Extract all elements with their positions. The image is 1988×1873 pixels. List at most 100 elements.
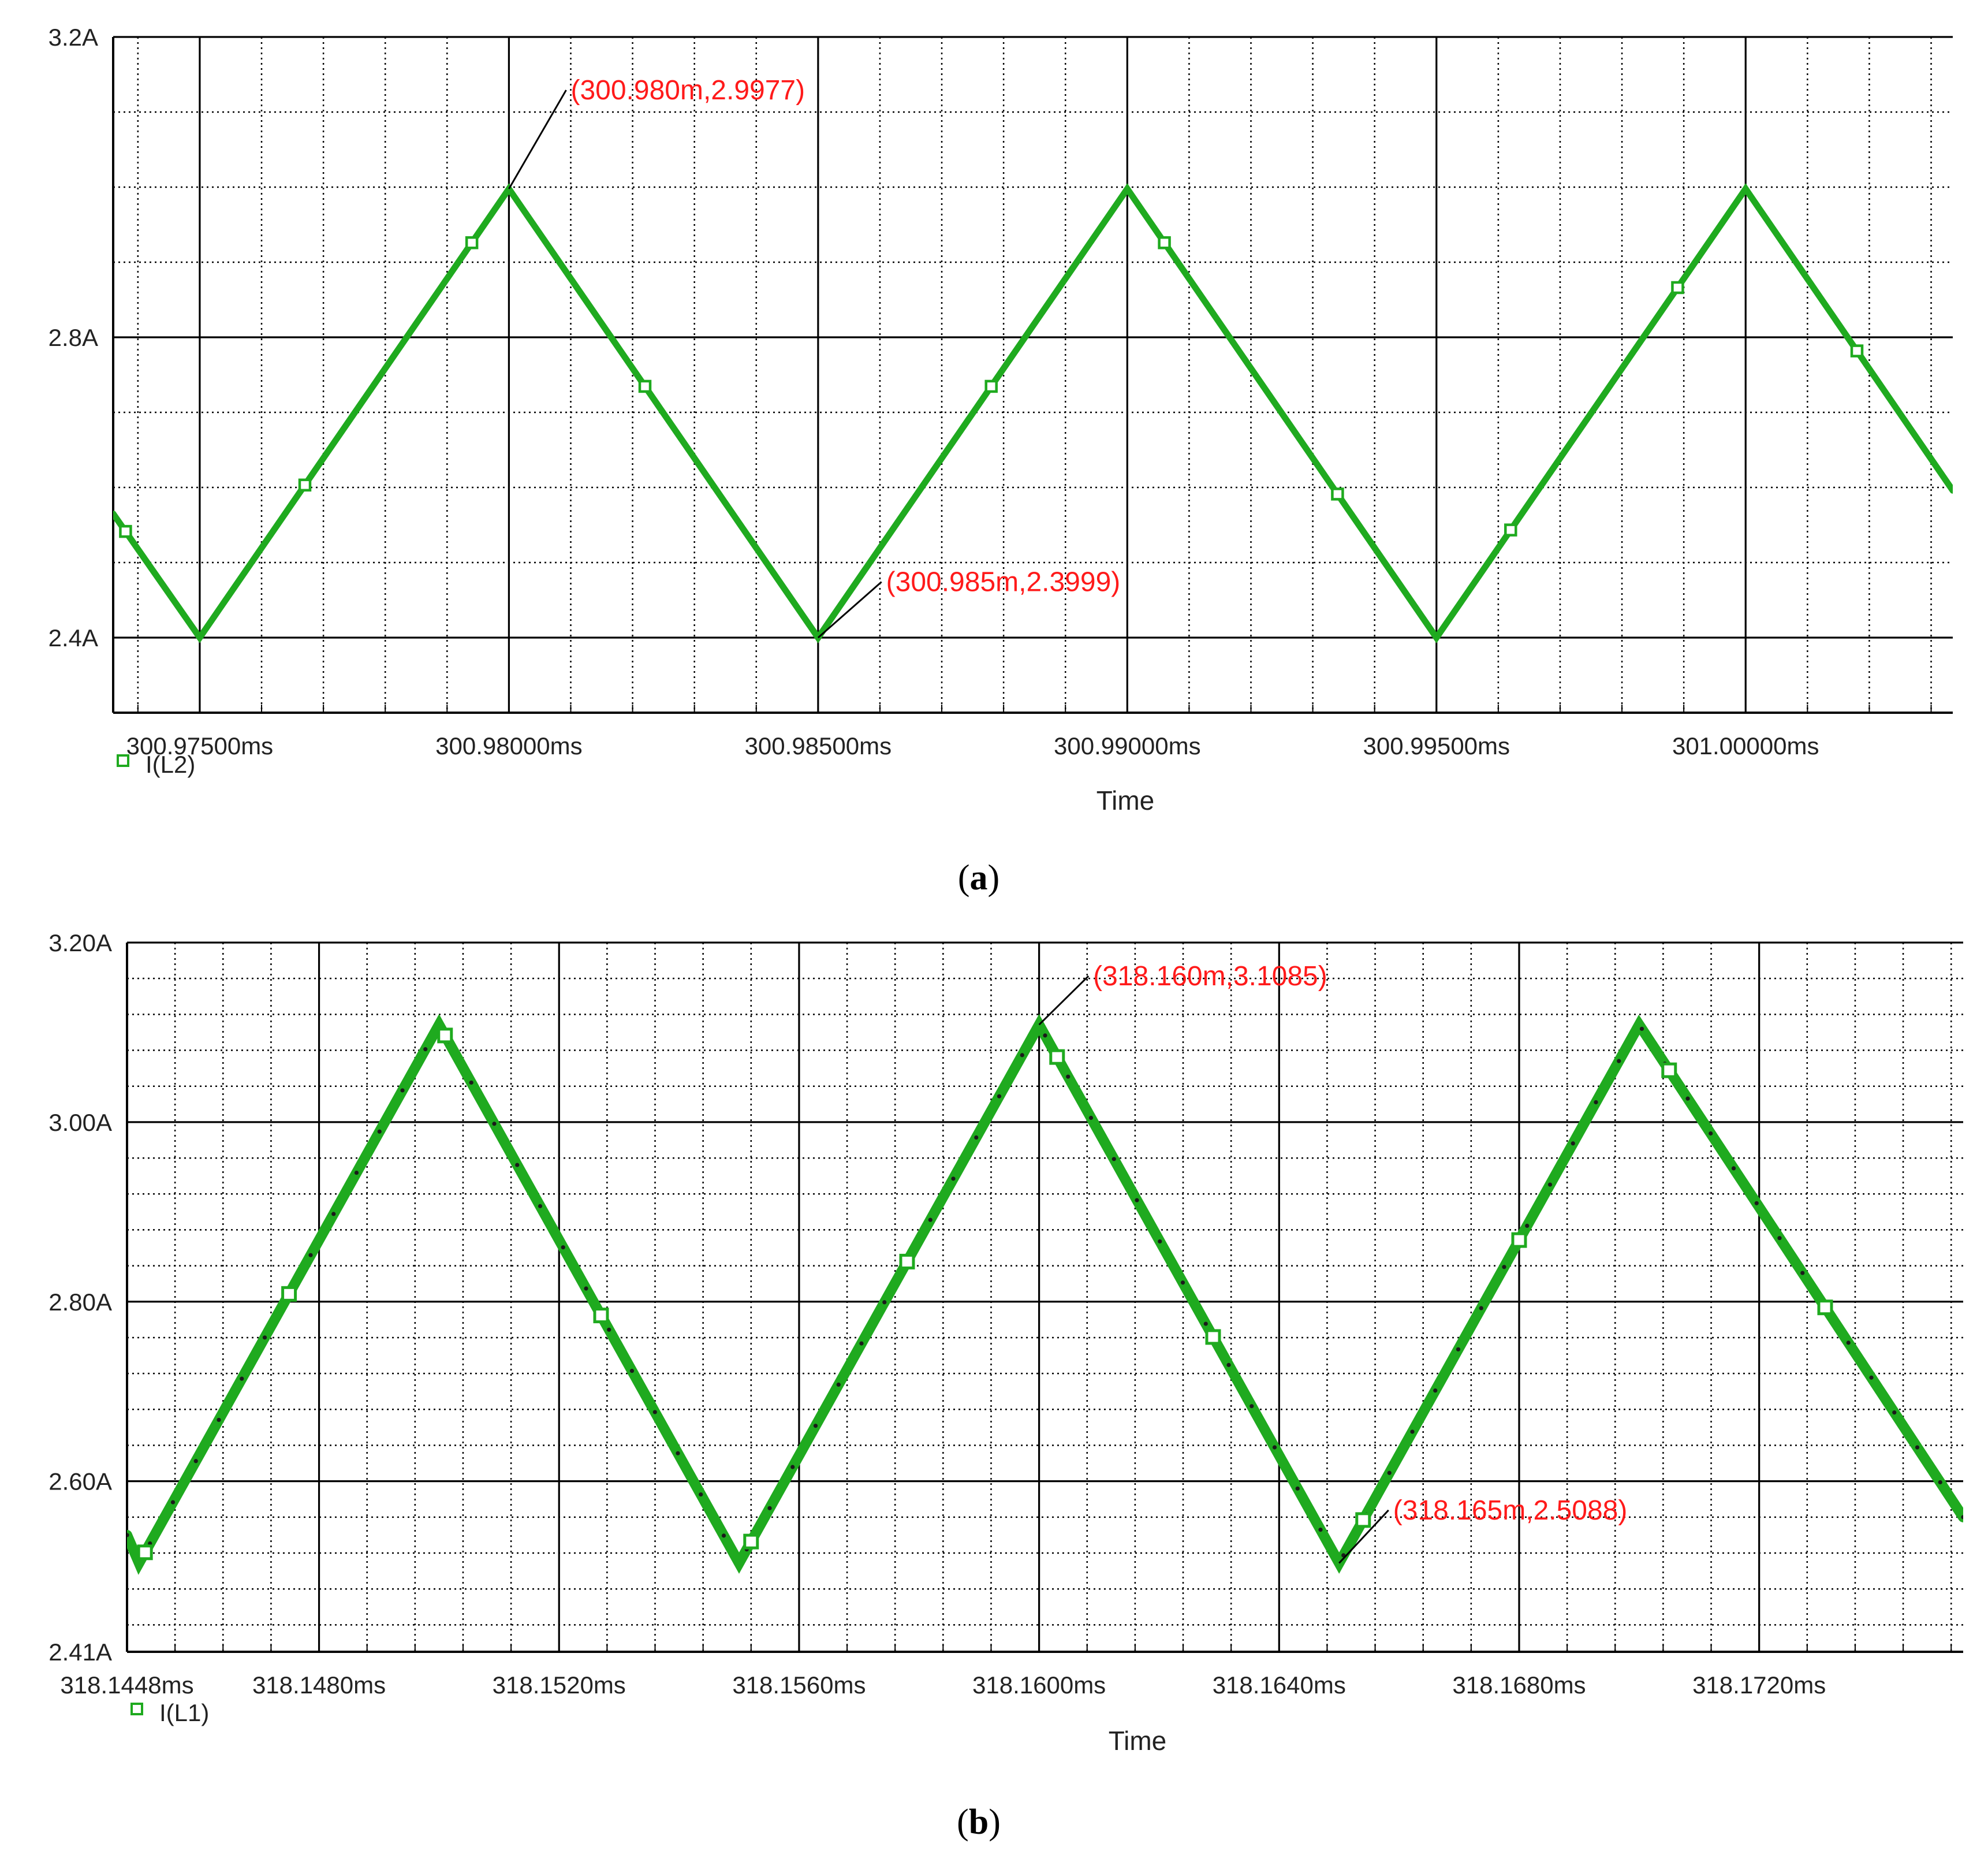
caption-letter: b <box>969 1803 989 1842</box>
x-tick-label: 318.1520ms <box>493 1671 626 1699</box>
x-tick-label: 318.1680ms <box>1452 1671 1586 1699</box>
data-point <box>1135 1198 1139 1202</box>
legend-marker <box>130 1703 143 1715</box>
series-marker <box>137 1544 153 1561</box>
x-tick-label: 300.99000ms <box>1054 732 1201 759</box>
x-tick-label: 300.98500ms <box>745 732 892 759</box>
data-point <box>1387 1470 1392 1475</box>
data-point <box>1892 1410 1897 1415</box>
annotation: (300.980m,2.9977) <box>508 75 805 189</box>
series-marker <box>1205 1329 1221 1345</box>
annotation-label: (318.160m,3.1085) <box>1093 961 1327 992</box>
legend: I(L1) <box>130 1699 209 1726</box>
x-tick-label: 300.98000ms <box>435 732 583 759</box>
panel-caption: (b) <box>957 1803 1001 1842</box>
x-tick-label: 318.1640ms <box>1213 1671 1346 1699</box>
caption-letter: a <box>970 858 988 898</box>
series-line <box>127 1014 1963 1575</box>
x-axis-title: Time <box>1096 785 1155 816</box>
data-point <box>492 1122 497 1126</box>
data-point <box>1433 1388 1438 1393</box>
annotation-label: (300.985m,2.3999) <box>886 567 1121 598</box>
data-point <box>836 1382 841 1387</box>
data-point <box>1525 1223 1530 1228</box>
y-tick-label: 2.41A <box>49 1639 112 1666</box>
data-point <box>1456 1347 1461 1351</box>
data-point <box>308 1253 313 1257</box>
series-marker <box>593 1308 609 1324</box>
data-point <box>262 1335 267 1340</box>
x-tick-label: 301.00000ms <box>1672 732 1819 759</box>
series-marker <box>1850 344 1864 358</box>
data-point <box>1250 1404 1254 1409</box>
data-point <box>1961 1515 1963 1520</box>
x-axis-title: Time <box>1109 1726 1167 1756</box>
data-point <box>1846 1340 1851 1345</box>
data-point <box>377 1129 382 1134</box>
annotation-leader <box>508 90 567 189</box>
series-marker <box>984 379 998 393</box>
data-point <box>629 1369 635 1373</box>
data-point <box>1617 1059 1621 1063</box>
data-point <box>607 1327 611 1332</box>
data-point <box>1639 1026 1644 1031</box>
data-point <box>676 1451 680 1455</box>
data-point <box>1318 1528 1323 1532</box>
chart-panel-a: 300.97500ms 300.98000ms 300.98500ms 300.990… <box>49 24 1953 898</box>
data-point <box>928 1217 933 1222</box>
data-point <box>997 1094 1002 1099</box>
data-point <box>721 1533 726 1538</box>
data-point <box>1272 1445 1277 1450</box>
x-tick-label: 300.97500ms <box>126 732 274 759</box>
series-marker <box>1817 1299 1833 1316</box>
annotation-leader <box>1038 975 1090 1026</box>
x-tick-label: 318.1720ms <box>1692 1671 1826 1699</box>
series-marker <box>1504 523 1517 537</box>
legend-label: I(L1) <box>159 1699 209 1726</box>
series-marker <box>638 379 652 393</box>
y-tick-label: 3.00A <box>49 1109 112 1136</box>
series-marker <box>899 1253 915 1269</box>
legend: I(L2) <box>117 751 195 778</box>
y-tick-label: 3.20A <box>49 929 112 956</box>
data-point <box>538 1204 543 1208</box>
data-point <box>1594 1100 1598 1105</box>
series-marker <box>1049 1049 1065 1065</box>
data-point <box>469 1080 473 1085</box>
data-point <box>1295 1486 1300 1491</box>
data-point <box>1479 1306 1483 1310</box>
data-point <box>515 1163 520 1167</box>
series-marker <box>743 1533 759 1550</box>
data-point <box>652 1410 657 1414</box>
series-line <box>113 183 1953 643</box>
series-marker <box>465 236 479 250</box>
data-point <box>193 1459 198 1464</box>
data-point <box>1203 1321 1208 1326</box>
y-tick-label: 2.4A <box>49 624 98 651</box>
series-marker <box>298 478 312 492</box>
data-point <box>1915 1445 1920 1450</box>
annotation-leader <box>1338 1509 1389 1564</box>
annotation-label: (318.165m,2.5088) <box>1393 1495 1628 1526</box>
y-tick-label: 2.60A <box>49 1468 112 1495</box>
y-tick-label: 2.80A <box>49 1289 112 1316</box>
x-tick-label: 318.1448ms <box>60 1671 193 1699</box>
annotation-leader <box>817 581 882 639</box>
legend-marker <box>117 754 129 767</box>
data-point <box>1158 1239 1162 1244</box>
data-point <box>790 1465 795 1469</box>
data-point <box>1754 1201 1759 1205</box>
data-point <box>170 1500 176 1505</box>
data-point <box>1410 1429 1415 1434</box>
x-tick-label: 300.99500ms <box>1363 732 1510 759</box>
data-point <box>1180 1280 1185 1285</box>
series-I(L2) <box>113 183 1953 643</box>
data-point <box>1043 1033 1047 1038</box>
data-point <box>1869 1375 1874 1380</box>
series-marker <box>281 1286 297 1302</box>
major-grid <box>113 37 1953 713</box>
series-marker <box>1331 487 1344 501</box>
data-point <box>1547 1182 1553 1187</box>
series-marker <box>1355 1512 1371 1528</box>
data-point <box>400 1088 405 1093</box>
